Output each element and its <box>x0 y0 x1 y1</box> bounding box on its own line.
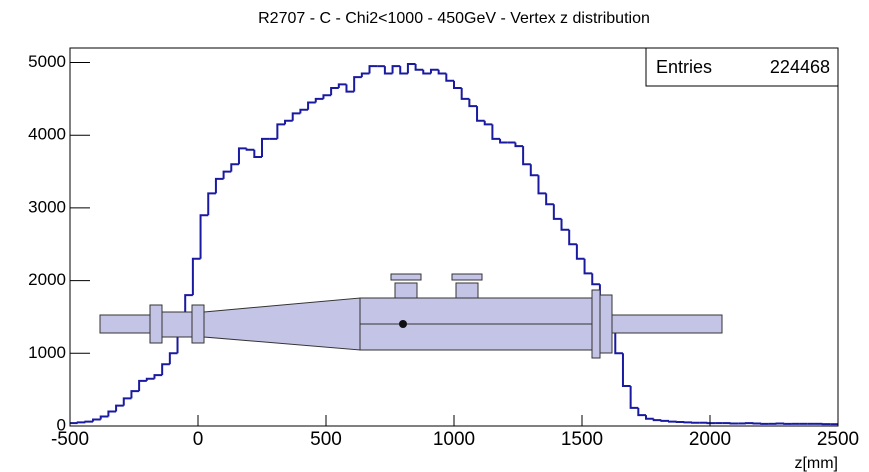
histogram-bin <box>239 148 247 164</box>
histogram-bin <box>477 106 485 121</box>
x-tick-label: 2500 <box>817 429 859 450</box>
y-tick-label: 2000 <box>28 270 66 289</box>
histogram-bin <box>469 99 477 106</box>
histogram-bin <box>485 121 493 125</box>
histogram-bin <box>631 386 639 408</box>
histogram-bin <box>285 121 293 125</box>
histogram-bin <box>393 66 401 73</box>
histogram-bin <box>339 84 347 88</box>
histogram-bin <box>446 73 454 80</box>
histogram-bin <box>346 84 354 91</box>
histogram-bin <box>85 422 93 423</box>
histogram-bin <box>78 422 86 423</box>
x-tick-label: 0 <box>193 429 204 450</box>
histogram-bin <box>216 179 224 194</box>
histogram-bin <box>254 150 262 157</box>
histogram-bin <box>646 415 654 419</box>
histogram-bin <box>262 139 270 157</box>
histogram-bin <box>654 419 662 420</box>
histogram-bin <box>531 164 539 175</box>
histogram-bin <box>462 88 470 99</box>
chart-title: R2707 - C - Chi2<1000 - 450GeV - Vertex … <box>258 10 650 27</box>
histogram-bin <box>416 64 424 70</box>
x-tick-label: 2000 <box>689 429 731 450</box>
histogram-bin <box>247 148 255 149</box>
histogram-bin <box>454 81 462 88</box>
histogram-bin <box>538 175 546 193</box>
histogram-bin <box>193 259 201 295</box>
histogram-bin <box>554 204 562 219</box>
histogram-bin <box>492 124 500 139</box>
x-tick-label: 1000 <box>433 429 475 450</box>
histogram-bin <box>331 88 339 95</box>
histogram-bin <box>623 353 631 386</box>
y-tick-label: 5000 <box>28 52 66 71</box>
histogram-bin <box>439 70 447 74</box>
x-tick-label: -500 <box>51 429 89 450</box>
frame <box>70 48 838 426</box>
histogram-bin <box>431 70 439 74</box>
histogram-bin <box>162 364 170 375</box>
y-tick-label: 3000 <box>28 197 66 216</box>
histogram-bin <box>569 230 577 245</box>
histogram-bin <box>93 419 101 421</box>
histogram-bin <box>400 66 408 73</box>
histogram-bin <box>362 73 370 77</box>
histogram-bin <box>661 420 669 421</box>
histogram-bin <box>323 95 331 99</box>
histogram-bin <box>124 398 132 405</box>
y-tick-label: 4000 <box>28 125 66 144</box>
x-tick-label: 500 <box>310 429 342 450</box>
histogram-bin <box>154 375 162 379</box>
chart: R2707 - C - Chi2<1000 - 450GeV - Vertex … <box>0 0 869 472</box>
histogram-bin <box>546 193 554 204</box>
histogram-bin <box>131 391 139 398</box>
histogram-bin <box>592 273 600 284</box>
histogram-bin <box>370 66 378 73</box>
histogram-bin <box>116 406 124 412</box>
histogram-bin <box>139 381 147 391</box>
histogram-bin <box>562 219 570 230</box>
histogram-bin <box>208 193 216 215</box>
histogram-bin <box>224 172 232 179</box>
histogram-bin <box>354 77 362 92</box>
histogram-bin <box>300 110 308 114</box>
histogram-bin <box>101 417 109 420</box>
histogram-bin <box>385 66 393 73</box>
histogram-bin <box>585 259 593 274</box>
histogram-bin <box>515 143 523 147</box>
histogram-bin <box>423 70 431 74</box>
histogram-bin <box>523 146 531 164</box>
histogram-bin <box>669 421 677 422</box>
histogram-bin <box>170 353 178 364</box>
histogram <box>70 64 838 424</box>
histogram-bin <box>231 164 239 171</box>
histogram-bin <box>277 124 285 139</box>
histogram-bin <box>108 411 116 416</box>
histogram-bin <box>408 64 416 73</box>
histogram-bin <box>293 113 301 120</box>
histogram-bin <box>147 379 155 381</box>
histogram-bin <box>308 103 316 110</box>
stats-label: Entries <box>656 57 712 77</box>
x-axis-label: z[mm] <box>794 455 838 472</box>
y-tick-label: 1000 <box>28 343 66 362</box>
histogram-bin <box>201 215 209 259</box>
histogram-bin <box>316 99 324 103</box>
histogram-bin <box>178 335 186 353</box>
histogram-bin <box>577 244 585 259</box>
stats-value: 224468 <box>770 57 830 77</box>
x-tick-label: 1500 <box>561 429 603 450</box>
histogram-bin <box>500 139 508 143</box>
histogram-bin <box>638 408 646 415</box>
